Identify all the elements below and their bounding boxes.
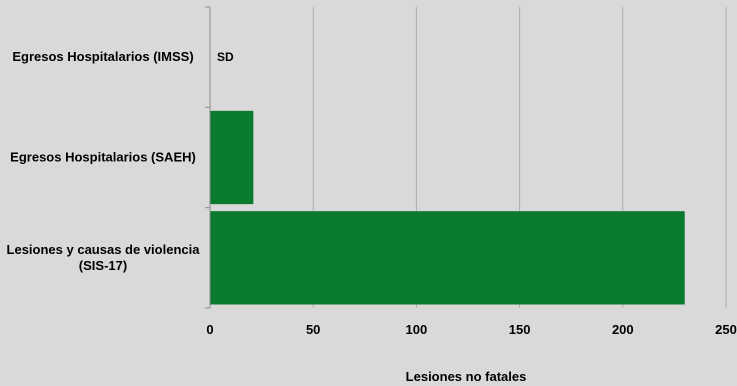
category-label: Egresos Hospitalarios (IMSS) [12, 49, 193, 64]
x-tick-label: 0 [206, 322, 213, 337]
category-label: Egresos Hospitalarios (SAEH) [10, 150, 196, 165]
x-tick-label: 250 [715, 322, 737, 337]
bars [210, 110, 685, 305]
x-tick-label: 150 [509, 322, 531, 337]
x-tick-label: 200 [612, 322, 634, 337]
x-axis-title: Lesiones no fatales [406, 369, 527, 384]
x-tick-label: 50 [306, 322, 320, 337]
axes [205, 6, 211, 309]
x-tick-label: 100 [406, 322, 428, 337]
data-label: SD [217, 50, 234, 64]
labels: SD Egresos Hospitalarios (IMSS) Egresos Ho… [7, 49, 737, 337]
bar [210, 110, 254, 205]
category-label: Lesiones y causas de violencia (SIS-17) [7, 242, 201, 273]
bar [210, 211, 685, 305]
